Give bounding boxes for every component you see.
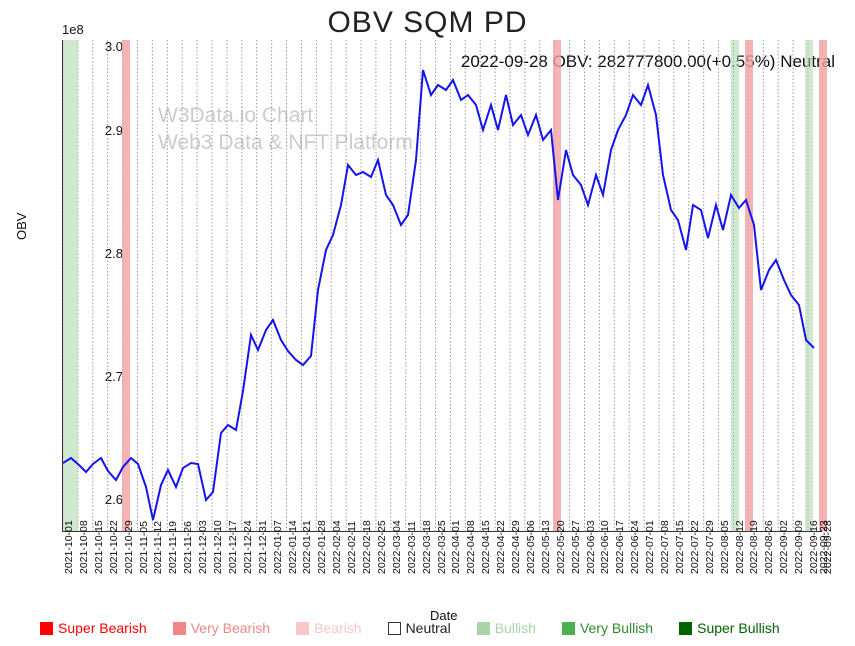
- chart-legend: Super Bearish Very Bearish Bearish Neutr…: [40, 620, 820, 636]
- y-axis-scale-label: 1e8: [62, 22, 84, 37]
- chart-title: OBV SQM PD: [0, 6, 855, 40]
- obv-line-svg: [63, 40, 823, 532]
- legend-item-super-bearish[interactable]: Super Bearish: [40, 620, 147, 636]
- y-axis-title: OBV: [14, 213, 29, 240]
- legend-item-super-bullish[interactable]: Super Bullish: [679, 620, 780, 636]
- legend-item-neutral[interactable]: Neutral: [388, 620, 451, 636]
- plot-area: 2.6 2.7 2.8 2.9 3.0 W3Data.io Chart Web3…: [62, 40, 822, 532]
- obv-chart-container: OBV SQM PD 2022-09-28 OBV: 282777800.00(…: [0, 0, 855, 646]
- legend-item-very-bearish[interactable]: Very Bearish: [173, 620, 270, 636]
- legend-item-very-bullish[interactable]: Very Bullish: [562, 620, 653, 636]
- legend-item-bullish[interactable]: Bullish: [477, 620, 536, 636]
- legend-item-bearish[interactable]: Bearish: [296, 620, 361, 636]
